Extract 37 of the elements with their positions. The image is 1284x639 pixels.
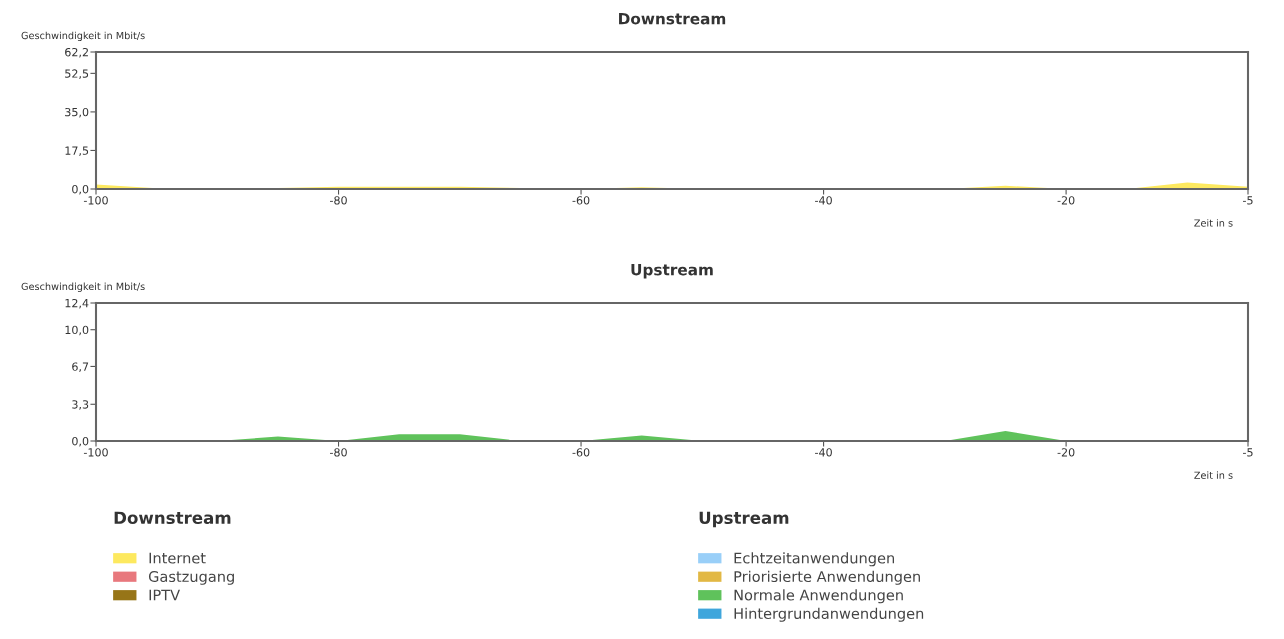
x-tick-label: -40 [815,448,832,457]
x-tick-label: -20 [1057,448,1075,457]
y-axis-title: Geschwindigkeit in Mbit/s [21,282,145,292]
x-tick-label: -100 [83,196,108,205]
y-axis-title: Geschwindigkeit in Mbit/s [21,31,145,42]
y-tick-label: 10,0 [65,325,89,336]
legend-label: Priorisierte Anwendungen [734,570,920,585]
legend-label: Hintergrundanwendungen [734,607,924,622]
x-tick-label: -20 [1057,196,1075,205]
y-tick-label: 0,0 [72,436,89,447]
x-tick-label: -100 [83,448,108,457]
y-tick-label: 6,7 [72,362,89,372]
y-tick-label: 35,0 [65,107,89,118]
legend-label: Gastzugang [148,571,234,585]
legend-label: IPTV [149,589,180,601]
x-tick-label: -80 [330,196,347,205]
x-axis-title: Zeit in s [1194,219,1233,227]
y-tick-label: 12,4 [65,298,89,309]
legend-label: Internet [149,552,206,564]
legend-label: Echtzeitanwendungen [734,552,895,567]
x-axis-title: Zeit in s [1194,471,1233,479]
x-tick-label: -80 [330,448,347,457]
legend-label: Normale Anwendungen [734,589,903,604]
y-tick-label: 62,2 [65,47,88,58]
legend-title: Upstream [699,511,789,528]
legend-title: Downstream [114,511,231,525]
x-tick-label: -40 [815,196,832,205]
x-tick-label: -60 [572,196,590,205]
x-tick-label: -60 [572,448,590,457]
x-tick-label: -5 [1243,196,1253,205]
chart-title: Upstream [631,264,713,279]
x-tick-label: -5 [1243,448,1253,457]
y-tick-label: 52,5 [65,69,89,79]
y-tick-label: 0,0 [72,184,89,195]
y-tick-label: 3,3 [72,400,89,410]
y-tick-label: 17,5 [65,146,89,156]
chart-title: Downstream [619,13,726,25]
